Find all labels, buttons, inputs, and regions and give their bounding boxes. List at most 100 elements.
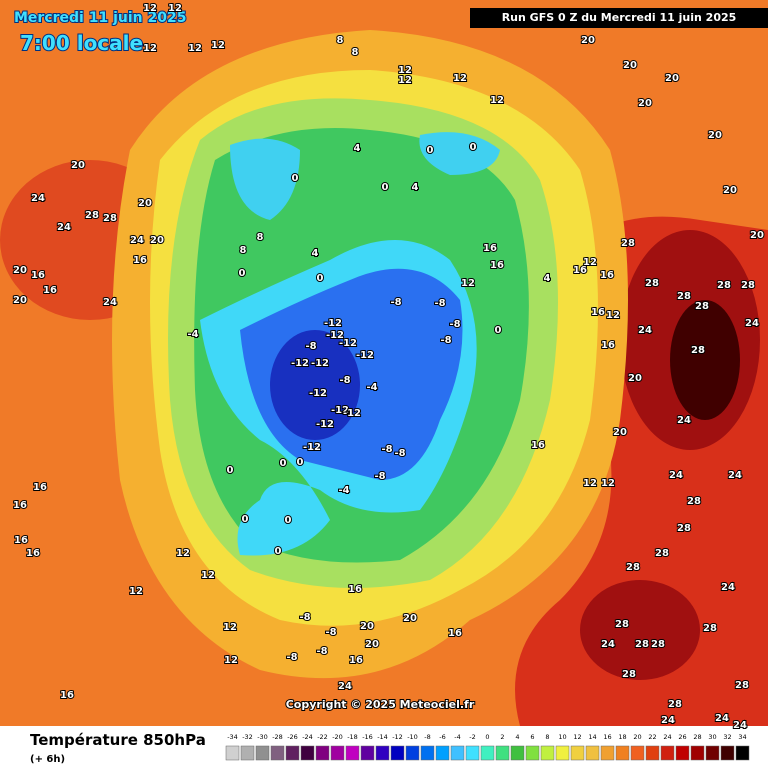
legend-tick-label: -8 (424, 733, 430, 741)
contour-label: 24 (601, 639, 615, 650)
contour-label: 28 (645, 278, 659, 289)
contour-label: 4 (412, 182, 419, 193)
legend-tick-label: 6 (530, 733, 534, 741)
contour-label: 24 (638, 325, 652, 336)
contour-label: 20 (750, 230, 764, 241)
contour-label: 28 (695, 301, 709, 312)
contour-label: 20 (665, 73, 679, 84)
legend-swatch (690, 745, 705, 761)
contour-label: 20 (150, 235, 164, 246)
contour-label: 20 (13, 265, 27, 276)
contour-label: 16 (26, 548, 40, 559)
legend-swatch (705, 745, 720, 761)
footer-step: (+ 6h) (30, 754, 65, 765)
legend-swatch (255, 745, 270, 761)
contour-label: 16 (483, 243, 497, 254)
contour-label: 16 (31, 270, 45, 281)
run-info: Run GFS 0 Z du Mercredi 11 juin 2025 (502, 11, 737, 24)
contour-label: 20 (723, 185, 737, 196)
contour-label: 28 (677, 523, 691, 534)
contour-label: 24 (31, 193, 45, 204)
contour-label: 28 (626, 562, 640, 573)
legend-tick-label: 32 (723, 733, 731, 741)
contour-label: 0 (317, 273, 324, 284)
legend-swatch (570, 745, 585, 761)
legend-tick-label: 28 (693, 733, 701, 741)
legend-swatch (510, 745, 525, 761)
contour-label: -4 (187, 329, 198, 340)
contour-label: -8 (381, 444, 392, 455)
contour-label: 16 (33, 482, 47, 493)
contour-label: 8 (257, 232, 264, 243)
contour-label: 28 (621, 238, 635, 249)
legend-swatch (435, 745, 450, 761)
copyright: Copyright © 2025 Meteociel.fr (286, 698, 475, 711)
legend-swatch (345, 745, 360, 761)
contour-label: 16 (13, 500, 27, 511)
legend-tick-label: -4 (454, 733, 460, 741)
date: Mercredi 11 juin 2025 (14, 10, 186, 26)
legend-tick-label: -6 (439, 733, 445, 741)
contour-label: 12 (143, 3, 157, 14)
legend-swatch (615, 745, 630, 761)
contour-label: -12 (343, 408, 361, 419)
contour-label: 16 (601, 340, 615, 351)
legend-tick-label: 10 (558, 733, 566, 741)
legend-tick-label: -24 (302, 733, 313, 741)
contour-label: 20 (71, 160, 85, 171)
contour-label: 20 (360, 621, 374, 632)
legend-swatch (480, 745, 495, 761)
contour-label: 16 (591, 307, 605, 318)
contour-label: 12 (223, 622, 237, 633)
legend-swatch (465, 745, 480, 761)
legend-tick-label: -10 (407, 733, 418, 741)
contour-label: 12 (224, 655, 238, 666)
legend-swatch (450, 745, 465, 761)
legend-tick-label: 20 (633, 733, 641, 741)
contour-label: 12 (461, 278, 475, 289)
cold-area (419, 132, 500, 175)
contour-label: 0 (292, 173, 299, 184)
contour-label: 24 (728, 470, 742, 481)
legend-swatch (645, 745, 660, 761)
contour-label: 12 (453, 73, 467, 84)
contour-label: -8 (390, 297, 401, 308)
legend-swatch (420, 745, 435, 761)
legend-swatch (315, 745, 330, 761)
contour-label: 24 (338, 681, 352, 692)
contour-label: -8 (286, 652, 297, 663)
legend-swatch (675, 745, 690, 761)
contour-label: 28 (703, 623, 717, 634)
contour-label: 16 (14, 535, 28, 546)
legend-tick-label: -28 (272, 733, 283, 741)
legend-swatch (600, 745, 615, 761)
contour-label: 20 (638, 98, 652, 109)
contour-label: 12 (211, 40, 225, 51)
contour-label: 20 (623, 60, 637, 71)
legend-swatch (540, 745, 555, 761)
legend-swatch (630, 745, 645, 761)
contour-label: 16 (448, 628, 462, 639)
contour-label: 4 (354, 143, 361, 154)
contour-label: 24 (733, 720, 747, 731)
contour-label: -8 (305, 341, 316, 352)
contour-label: 0 (242, 514, 249, 525)
legend-swatch (330, 745, 345, 761)
contour-label: 20 (13, 295, 27, 306)
contour-label: 24 (57, 222, 71, 233)
contour-label: 16 (573, 265, 587, 276)
contour-label: 12 (168, 3, 182, 14)
contour-label: -12 (326, 330, 344, 341)
contour-label: 12 (398, 65, 412, 76)
contour-label: 16 (349, 655, 363, 666)
contour-label: 0 (470, 142, 477, 153)
contour-label: -8 (299, 612, 310, 623)
contour-label: 4 (312, 248, 319, 259)
contour-label: 28 (85, 210, 99, 221)
cold-area (230, 138, 300, 220)
legend-tick-label: -14 (377, 733, 388, 741)
contour-label: -4 (338, 485, 349, 496)
legend-tick-label: 4 (515, 733, 519, 741)
contour-label: -8 (374, 471, 385, 482)
